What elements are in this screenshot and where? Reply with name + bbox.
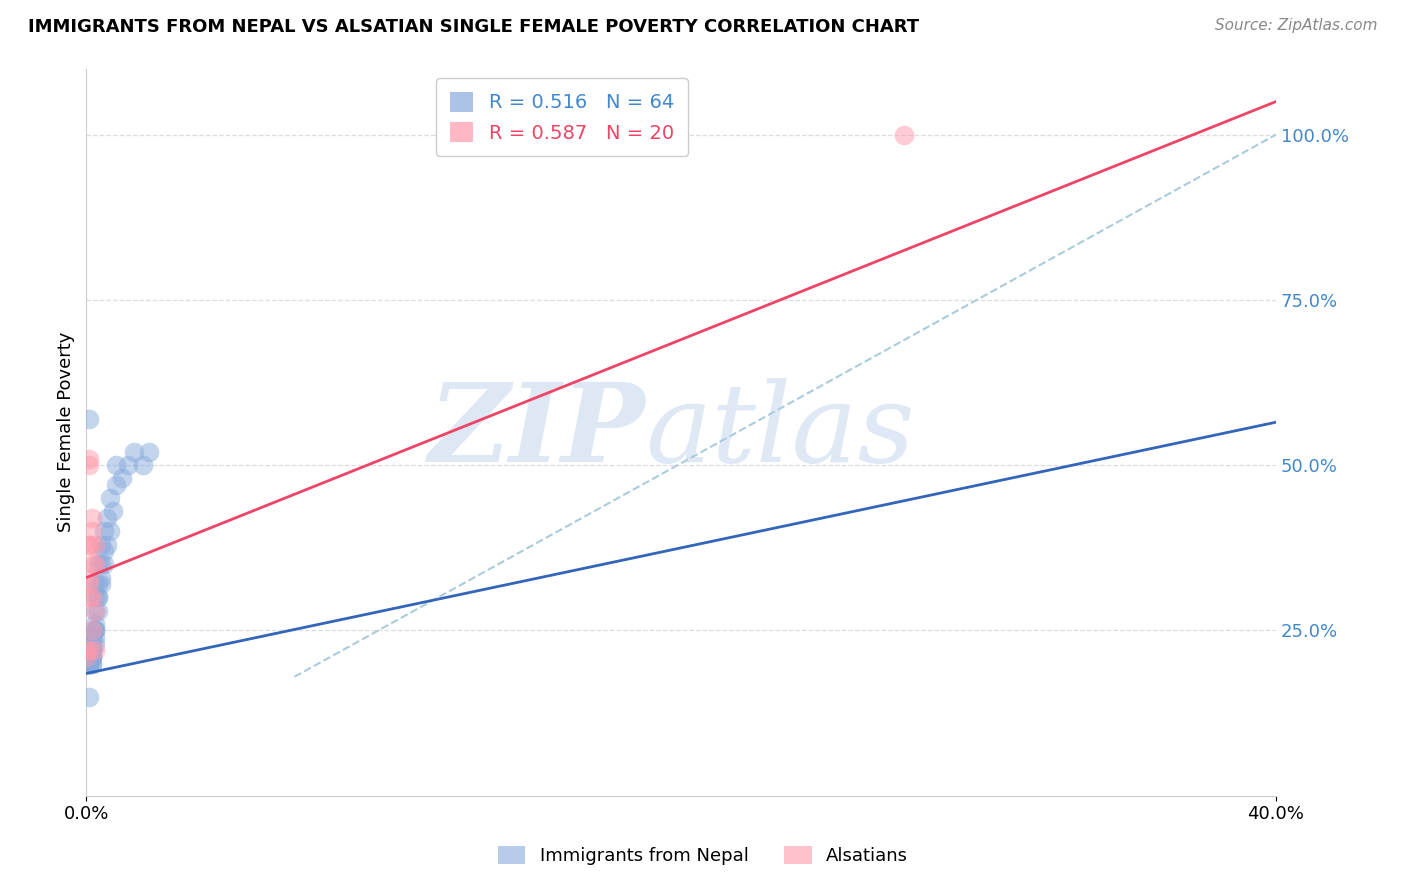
Text: atlas: atlas [645, 378, 915, 486]
Legend: Immigrants from Nepal, Alsatians: Immigrants from Nepal, Alsatians [489, 837, 917, 874]
Point [101, 504, 124, 518]
Point [77, 690, 100, 704]
Point [82, 630, 104, 644]
Point [82, 558, 104, 572]
Point [84, 616, 107, 631]
Point [77, 649, 100, 664]
Point [84, 577, 107, 591]
Point [87, 591, 110, 605]
Point [84, 591, 107, 605]
Point [84, 624, 107, 638]
Point [111, 471, 134, 485]
Point [77, 657, 100, 671]
Point [84, 624, 107, 638]
Point [84, 630, 107, 644]
Point [77, 577, 100, 591]
Point [105, 478, 128, 492]
Point [77, 637, 100, 651]
Point [96, 537, 118, 551]
Point [82, 637, 104, 651]
Point [77, 657, 100, 671]
Point [98, 491, 121, 506]
Point [84, 604, 107, 618]
Point [132, 458, 155, 473]
Point [84, 637, 107, 651]
Point [77, 649, 100, 664]
Point [93, 558, 115, 572]
Point [87, 558, 110, 572]
Point [82, 649, 104, 664]
Point [77, 643, 100, 657]
Point [82, 657, 104, 671]
Point [82, 643, 104, 657]
Point [82, 649, 104, 664]
Text: IMMIGRANTS FROM NEPAL VS ALSATIAN SINGLE FEMALE POVERTY CORRELATION CHART: IMMIGRANTS FROM NEPAL VS ALSATIAN SINGLE… [28, 18, 920, 36]
Point [82, 643, 104, 657]
Text: Source: ZipAtlas.com: Source: ZipAtlas.com [1215, 18, 1378, 33]
Point [82, 624, 104, 638]
Point [77, 451, 100, 466]
Y-axis label: Single Female Poverty: Single Female Poverty [58, 332, 75, 533]
Point [77, 643, 100, 657]
Point [87, 577, 110, 591]
Point [82, 643, 104, 657]
Text: ZIP: ZIP [429, 378, 645, 486]
Point [105, 458, 128, 473]
Point [82, 643, 104, 657]
Point [893, 128, 915, 142]
Point [90, 577, 112, 591]
Point [77, 537, 100, 551]
Point [82, 649, 104, 664]
Point [98, 524, 121, 539]
Point [90, 558, 112, 572]
Point [96, 511, 118, 525]
Point [93, 524, 115, 539]
Point [77, 412, 100, 426]
Point [77, 643, 100, 657]
Point [90, 571, 112, 585]
Point [75, 643, 97, 657]
Point [77, 643, 100, 657]
Point [75, 657, 97, 671]
Legend: R = 0.516   N = 64, R = 0.587   N = 20: R = 0.516 N = 64, R = 0.587 N = 20 [436, 78, 688, 156]
Point [84, 537, 107, 551]
Point [93, 544, 115, 558]
Point [82, 637, 104, 651]
Point [87, 604, 110, 618]
Point [84, 604, 107, 618]
Point [82, 643, 104, 657]
Point [82, 591, 104, 605]
Point [84, 624, 107, 638]
Point [82, 657, 104, 671]
Point [77, 458, 100, 473]
Point [84, 643, 107, 657]
Point [84, 558, 107, 572]
Point [82, 511, 104, 525]
Point [87, 591, 110, 605]
Point [77, 643, 100, 657]
Point [77, 649, 100, 664]
Point [77, 537, 100, 551]
Point [77, 571, 100, 585]
Point [77, 649, 100, 664]
Point [82, 643, 104, 657]
Point [117, 458, 139, 473]
Point [122, 445, 145, 459]
Point [75, 649, 97, 664]
Point [90, 537, 112, 551]
Point [77, 591, 100, 605]
Point [77, 657, 100, 671]
Point [138, 445, 160, 459]
Point [82, 649, 104, 664]
Point [82, 637, 104, 651]
Point [82, 524, 104, 539]
